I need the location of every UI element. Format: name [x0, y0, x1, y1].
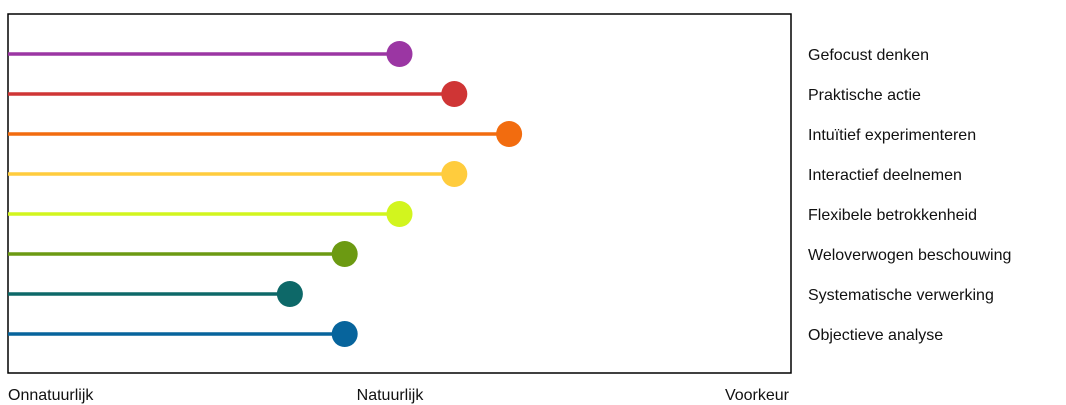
- legend-label-objectieve-analyse: Objectieve analyse: [808, 327, 943, 344]
- legend-label-weloverwogen-beschouwing: Weloverwogen beschouwing: [808, 247, 1011, 264]
- lollipop-point-weloverwogen-beschouwing: [331, 241, 358, 267]
- x-axis-ticks: Onnatuurlijk Natuurlijk Voorkeur: [8, 387, 790, 404]
- legend-label-systematische-verwerking: Systematische verwerking: [808, 287, 994, 304]
- x-tick-label-voorkeur: Voorkeur: [725, 387, 790, 404]
- lollipop-point-systematische-verwerking: [276, 281, 303, 307]
- plot-frame: [7, 13, 792, 374]
- legend-label-gefocust-denken: Gefocust denken: [808, 47, 929, 64]
- legend-label-praktische-actie: Praktische actie: [808, 87, 921, 104]
- lollipop-point-intuitief-experimenteren: [496, 121, 523, 147]
- lollipop-point-flexibele-betrokkenheid: [386, 201, 413, 227]
- lollipop-point-objectieve-analyse: [331, 321, 358, 347]
- lollipop-point-praktische-actie: [441, 81, 468, 107]
- legend: Gefocust denken Praktische actie Intuïtief…: [808, 47, 1011, 344]
- lollipop-point-gefocust-denken: [386, 41, 413, 67]
- x-tick-label-onnatuurlijk: Onnatuurlijk: [8, 387, 94, 404]
- lollipop-point-interactief-deelnemen: [441, 161, 468, 187]
- legend-label-interactief-deelnemen: Interactief deelnemen: [808, 167, 962, 184]
- series-layer: [8, 41, 523, 347]
- legend-label-flexibele-betrokkenheid: Flexibele betrokkenheid: [808, 207, 977, 224]
- legend-label-intuitief-experimenteren: Intuïtief experimenteren: [808, 127, 976, 144]
- x-tick-label-natuurlijk: Natuurlijk: [357, 387, 425, 404]
